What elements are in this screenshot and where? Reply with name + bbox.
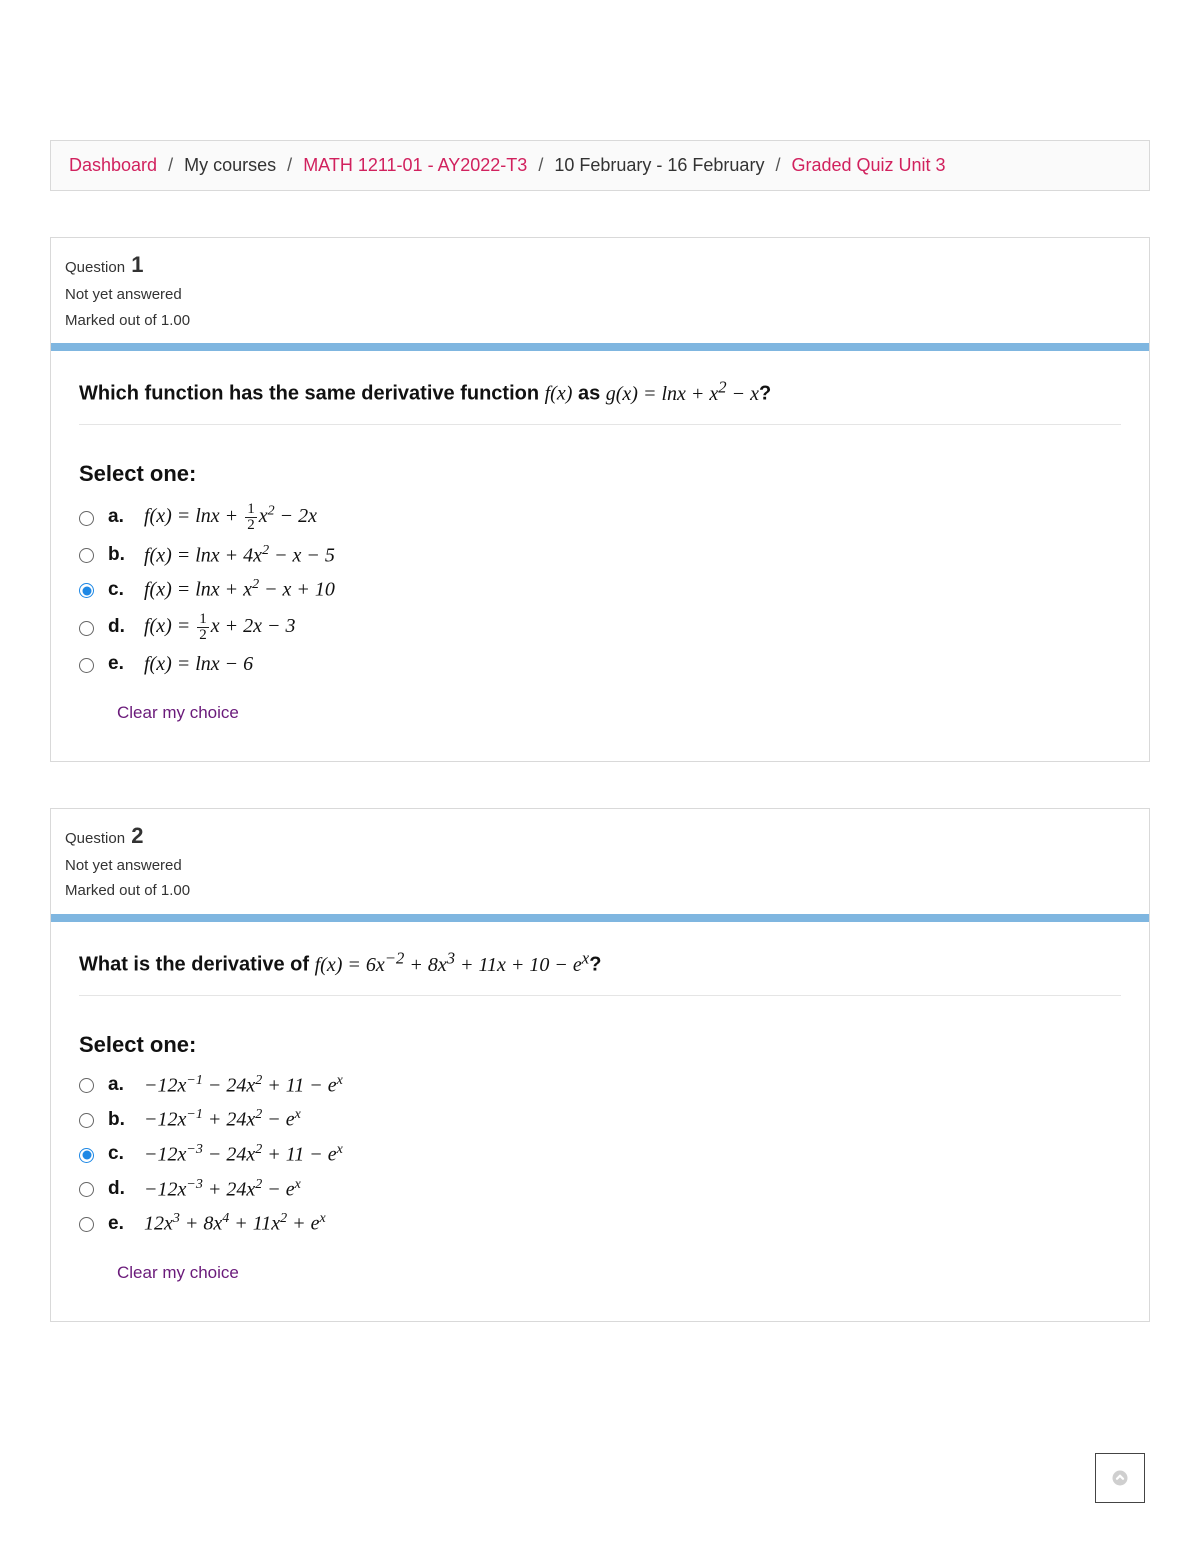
answer-text: −12x−3 + 24x2 − ex [144, 1177, 301, 1202]
answer-letter: c. [108, 579, 130, 601]
answer-row[interactable]: e. 12x3 + 8x4 + 11x2 + ex [79, 1206, 1121, 1241]
answer-row[interactable]: c. f(x) = lnx + x2 − x + 10 [79, 572, 1121, 607]
divider-bar [51, 914, 1149, 922]
answer-text: 12x3 + 8x4 + 11x2 + ex [144, 1211, 326, 1236]
answer-letter: a. [108, 506, 130, 528]
question-header: Question 2 Not yet answeredMarked out of … [51, 809, 1149, 914]
breadcrumb-sep: / [168, 155, 173, 175]
answer-row[interactable]: d. f(x) = 12x + 2x − 3 [79, 607, 1121, 648]
question-label: Question [65, 830, 125, 847]
question-body: Which function has the same derivative f… [51, 351, 1149, 761]
breadcrumb-mycourses: My courses [184, 155, 276, 175]
answer-radio[interactable] [79, 1182, 94, 1197]
clear-choice-link[interactable]: Clear my choice [117, 703, 1121, 723]
answer-row[interactable]: a. −12x−1 − 24x2 + 11 − ex [79, 1068, 1121, 1103]
answer-row[interactable]: d. −12x−3 + 24x2 − ex [79, 1172, 1121, 1207]
answer-radio[interactable] [79, 1217, 94, 1232]
answer-text: −12x−1 − 24x2 + 11 − ex [144, 1073, 343, 1098]
answer-radio[interactable] [79, 1078, 94, 1093]
answer-text: f(x) = lnx − 6 [144, 653, 253, 676]
answer-radio[interactable] [79, 548, 94, 563]
answers-list: a. −12x−1 − 24x2 + 11 − ex b. −12x−1 + 24x2… [79, 1068, 1121, 1241]
breadcrumb-dashboard[interactable]: Dashboard [69, 155, 157, 175]
answer-row[interactable]: e. f(x) = lnx − 6 [79, 648, 1121, 681]
question-status: Not yet answered [65, 284, 1135, 307]
question-number: 1 [131, 252, 143, 277]
breadcrumb-sep: / [538, 155, 543, 175]
breadcrumb-quiz[interactable]: Graded Quiz Unit 3 [791, 155, 945, 175]
question-marked: Marked out of 1.00 [65, 310, 1135, 333]
answer-row[interactable]: b. −12x−1 + 24x2 − ex [79, 1102, 1121, 1137]
question-prompt: Which function has the same derivative f… [79, 377, 1121, 425]
answer-radio[interactable] [79, 583, 94, 598]
answer-text: −12x−1 + 24x2 − ex [144, 1107, 301, 1132]
answer-letter: c. [108, 1143, 130, 1165]
breadcrumb-sep: / [775, 155, 780, 175]
answer-letter: a. [108, 1074, 130, 1096]
answer-letter: b. [108, 1109, 130, 1131]
answer-radio[interactable] [79, 621, 94, 636]
answer-radio[interactable] [79, 511, 94, 526]
breadcrumb: Dashboard / My courses / MATH 1211-01 - … [50, 140, 1150, 191]
breadcrumb-week: 10 February - 16 February [554, 155, 764, 175]
question-body: What is the derivative of f(x) = 6x−2 + … [51, 922, 1149, 1321]
question-card: Question 1 Not yet answered Marked out of … [50, 237, 1150, 762]
question-card: Question 2 Not yet answeredMarked out of … [50, 808, 1150, 1322]
answer-radio[interactable] [79, 658, 94, 673]
answer-text: −12x−3 − 24x2 + 11 − ex [144, 1142, 343, 1167]
answer-row[interactable]: b. f(x) = lnx + 4x2 − x − 5 [79, 538, 1121, 573]
page-root: Dashboard / My courses / MATH 1211-01 - … [0, 0, 1200, 1372]
answer-letter: b. [108, 544, 130, 566]
breadcrumb-course[interactable]: MATH 1211-01 - AY2022-T3 [303, 155, 527, 175]
answer-letter: e. [108, 1213, 130, 1235]
question-label: Question [65, 259, 125, 276]
answer-letter: d. [108, 1178, 130, 1200]
answer-text: f(x) = 12x + 2x − 3 [144, 612, 296, 643]
answer-text: f(x) = lnx + x2 − x + 10 [144, 577, 335, 602]
breadcrumb-sep: / [287, 155, 292, 175]
question-marked: Marked out of 1.00 [65, 880, 1135, 903]
question-status: Not yet answered [65, 855, 1135, 878]
answer-text: f(x) = lnx + 4x2 − x − 5 [144, 543, 335, 568]
answer-row[interactable]: a. f(x) = lnx + 12x2 − 2x [79, 497, 1121, 538]
answers-list: a. f(x) = lnx + 12x2 − 2x b. f(x) = lnx + 4… [79, 497, 1121, 681]
questions-container: Question 1Not yet answeredMarked out of … [50, 237, 1150, 1322]
question-prompt: What is the derivative of f(x) = 6x−2 + … [79, 948, 1121, 996]
clear-choice-link[interactable]: Clear my choice [117, 1263, 1121, 1283]
answer-letter: d. [108, 616, 130, 638]
answer-row[interactable]: c. −12x−3 − 24x2 + 11 − ex [79, 1137, 1121, 1172]
answer-radio[interactable] [79, 1148, 94, 1163]
chevron-up-icon [1111, 1469, 1129, 1487]
answer-radio[interactable] [79, 1113, 94, 1128]
answer-text: f(x) = lnx + 12x2 − 2x [144, 502, 317, 533]
question-number: 2 [131, 823, 143, 848]
select-one-label: Select one: [79, 1032, 1121, 1058]
question-header: Question 1 Not yet answered Marked out of … [51, 238, 1149, 343]
select-one-label: Select one: [79, 461, 1121, 487]
divider-bar [51, 343, 1149, 351]
answer-letter: e. [108, 653, 130, 675]
scroll-to-top-button[interactable] [1095, 1453, 1145, 1503]
